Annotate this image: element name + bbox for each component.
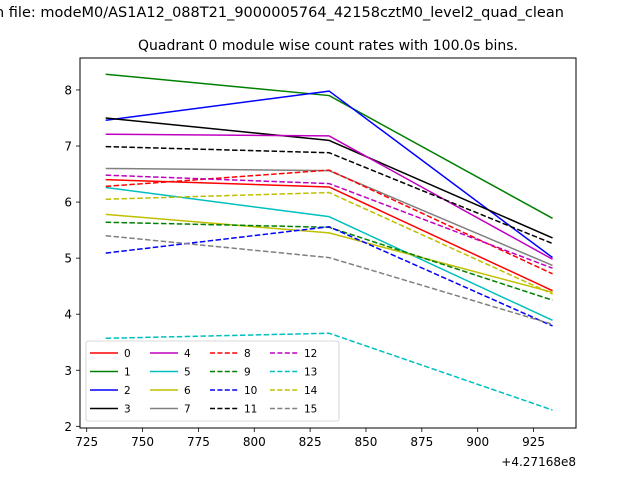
legend-label-6: 6 [184,385,191,397]
legend-label-1: 1 [124,367,131,379]
legend-label-2: 2 [124,385,131,397]
legend-label-11: 11 [244,404,257,416]
legend-label-0: 0 [124,348,131,360]
y-tick-label: 8 [64,83,72,97]
series-line-6 [105,213,553,294]
plot-frame [79,57,577,429]
series-line-2 [105,90,553,259]
series-layer [105,73,553,411]
legend-label-14: 14 [304,385,318,397]
legend-label-12: 12 [304,348,317,360]
series-line-0 [105,178,553,292]
legend-frame [85,340,340,422]
x-tick-label: 825 [299,435,322,449]
series-line-11 [105,145,553,245]
series-line-13 [105,332,553,411]
legend-label-5: 5 [184,367,191,379]
series-line-3 [105,117,553,239]
legend-label-8: 8 [244,348,251,360]
x-tick-label: 800 [243,435,266,449]
x-tick-label: 775 [187,435,210,449]
x-tick-label: 875 [410,435,433,449]
chart-title: Quadrant 0 module wise count rates with … [138,38,518,54]
legend-label-10: 10 [244,385,257,397]
y-tick-label: 6 [64,196,72,210]
y-tick-label: 4 [64,308,72,322]
legend-label-9: 9 [244,367,251,379]
y-tick-label: 3 [64,364,72,378]
x-tick-label: 925 [522,435,545,449]
series-line-14 [105,191,553,295]
series-line-4 [105,133,553,260]
y-tick-label: 2 [64,420,72,434]
series-line-1 [105,73,553,219]
legend-label-4: 4 [184,348,191,360]
x-tick-label: 900 [466,435,489,449]
y-tick-label: 7 [64,140,72,154]
x-tick-label: 750 [131,435,154,449]
x-tick-label: 725 [75,435,98,449]
x-offset-label: +4.27168e8 [501,455,576,469]
legend-label-7: 7 [184,404,191,416]
legend-label-3: 3 [124,404,131,416]
y-tick-label: 5 [64,252,72,266]
series-line-15 [105,234,553,326]
legend-label-15: 15 [304,404,317,416]
series-line-10 [105,225,553,327]
series-line-12 [105,174,553,269]
figure-suptitle: n file: modeM0/AS1A12_088T21_9000005764_… [0,5,564,21]
legend-label-13: 13 [304,367,317,379]
x-tick-label: 850 [355,435,378,449]
